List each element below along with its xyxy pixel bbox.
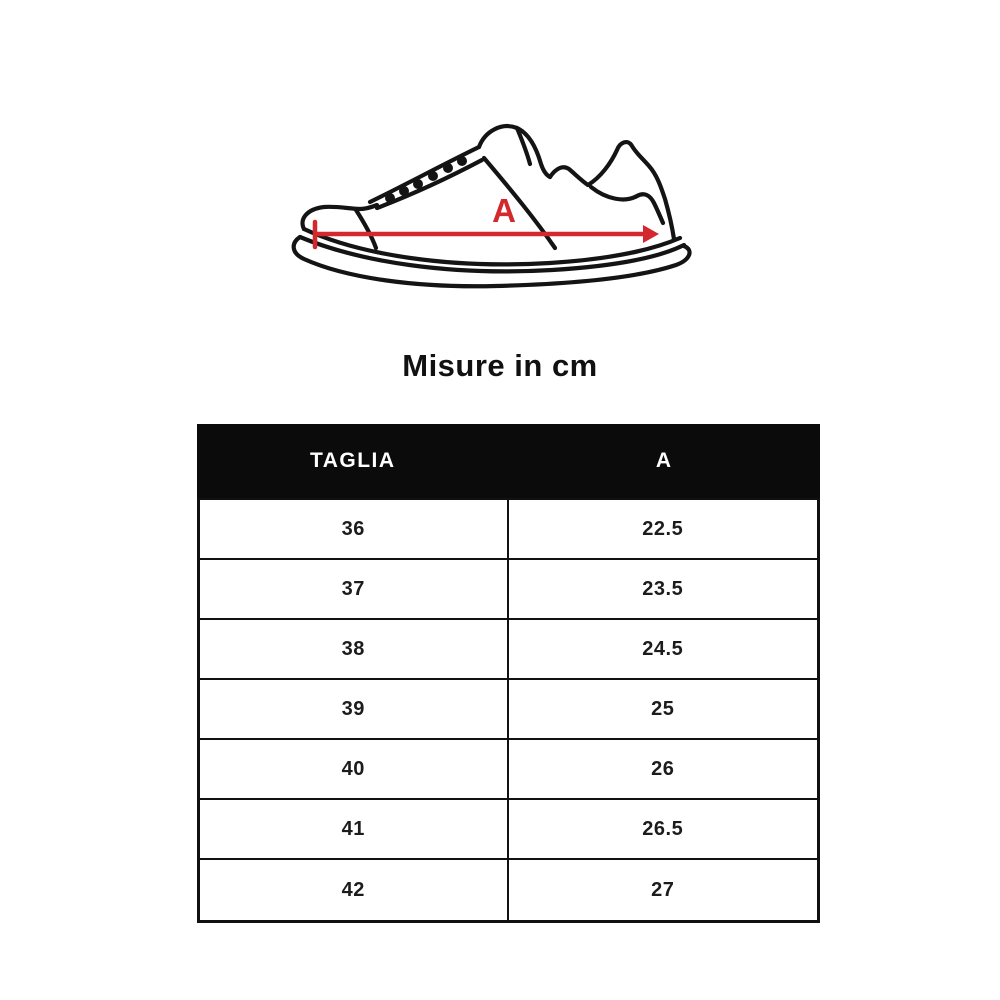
lace-dot (399, 186, 409, 196)
table-row: 42 27 (200, 860, 817, 920)
cell-taglia: 36 (200, 500, 509, 558)
cell-taglia: 42 (200, 860, 509, 920)
size-table-header: TAGLIA A (197, 424, 820, 498)
table-row: 41 26.5 (200, 800, 817, 860)
cell-taglia: 41 (200, 800, 509, 858)
size-table: TAGLIA A 36 22.5 37 23.5 38 24.5 39 25 40 26 41 26.… (197, 424, 820, 923)
sneaker-lace-line-lower (374, 157, 485, 211)
lace-dot (443, 163, 453, 173)
measurement-arrowhead (643, 225, 659, 243)
measurement-label: A (492, 192, 516, 229)
cell-a: 26.5 (642, 817, 684, 840)
sneaker-quarter-seam (481, 155, 558, 251)
table-row: 36 22.5 (200, 500, 817, 560)
header-cell-a: A (655, 449, 673, 472)
cell-taglia: 38 (200, 620, 509, 678)
sneaker-sole-mid-line (297, 234, 687, 274)
sneaker-sole-top-line (301, 226, 683, 267)
cell-taglia: 37 (200, 560, 509, 618)
sneaker-toe-seam (353, 207, 379, 251)
size-table-body: 36 22.5 37 23.5 38 24.5 39 25 40 26 41 26.5 42 27 (197, 498, 820, 923)
cell-a: 26 (651, 757, 675, 780)
sneaker-outsole (291, 234, 692, 289)
sneaker-tongue (476, 124, 553, 180)
cell-taglia: 40 (200, 740, 509, 798)
lace-dot (385, 193, 395, 203)
sneaker-collar (547, 165, 591, 188)
cell-a: 25 (651, 697, 675, 720)
table-row: 37 23.5 (200, 560, 817, 620)
sneaker-toe-cap (300, 202, 380, 232)
header-cell-taglia: TAGLIA (309, 449, 396, 472)
table-row: 38 24.5 (200, 620, 817, 680)
sneaker-heel-counter-seam (588, 184, 666, 226)
sneaker-heel-topline (585, 139, 677, 242)
cell-a: 23.5 (642, 577, 684, 600)
cell-taglia: 39 (200, 680, 509, 738)
cell-a: 27 (651, 878, 675, 901)
page-title: Misure in cm (402, 348, 598, 383)
lace-dot (428, 171, 438, 181)
table-row: 40 26 (200, 740, 817, 800)
sneaker-tongue-inner-line (514, 125, 533, 167)
table-row: 39 25 (200, 680, 817, 740)
sneaker-diagram: A (291, 124, 692, 289)
sneaker-lace-line-upper (367, 144, 482, 205)
lace-dot (457, 156, 467, 166)
cell-a: 22.5 (642, 517, 684, 540)
cell-a: 24.5 (642, 637, 684, 660)
lace-dot (413, 179, 423, 189)
